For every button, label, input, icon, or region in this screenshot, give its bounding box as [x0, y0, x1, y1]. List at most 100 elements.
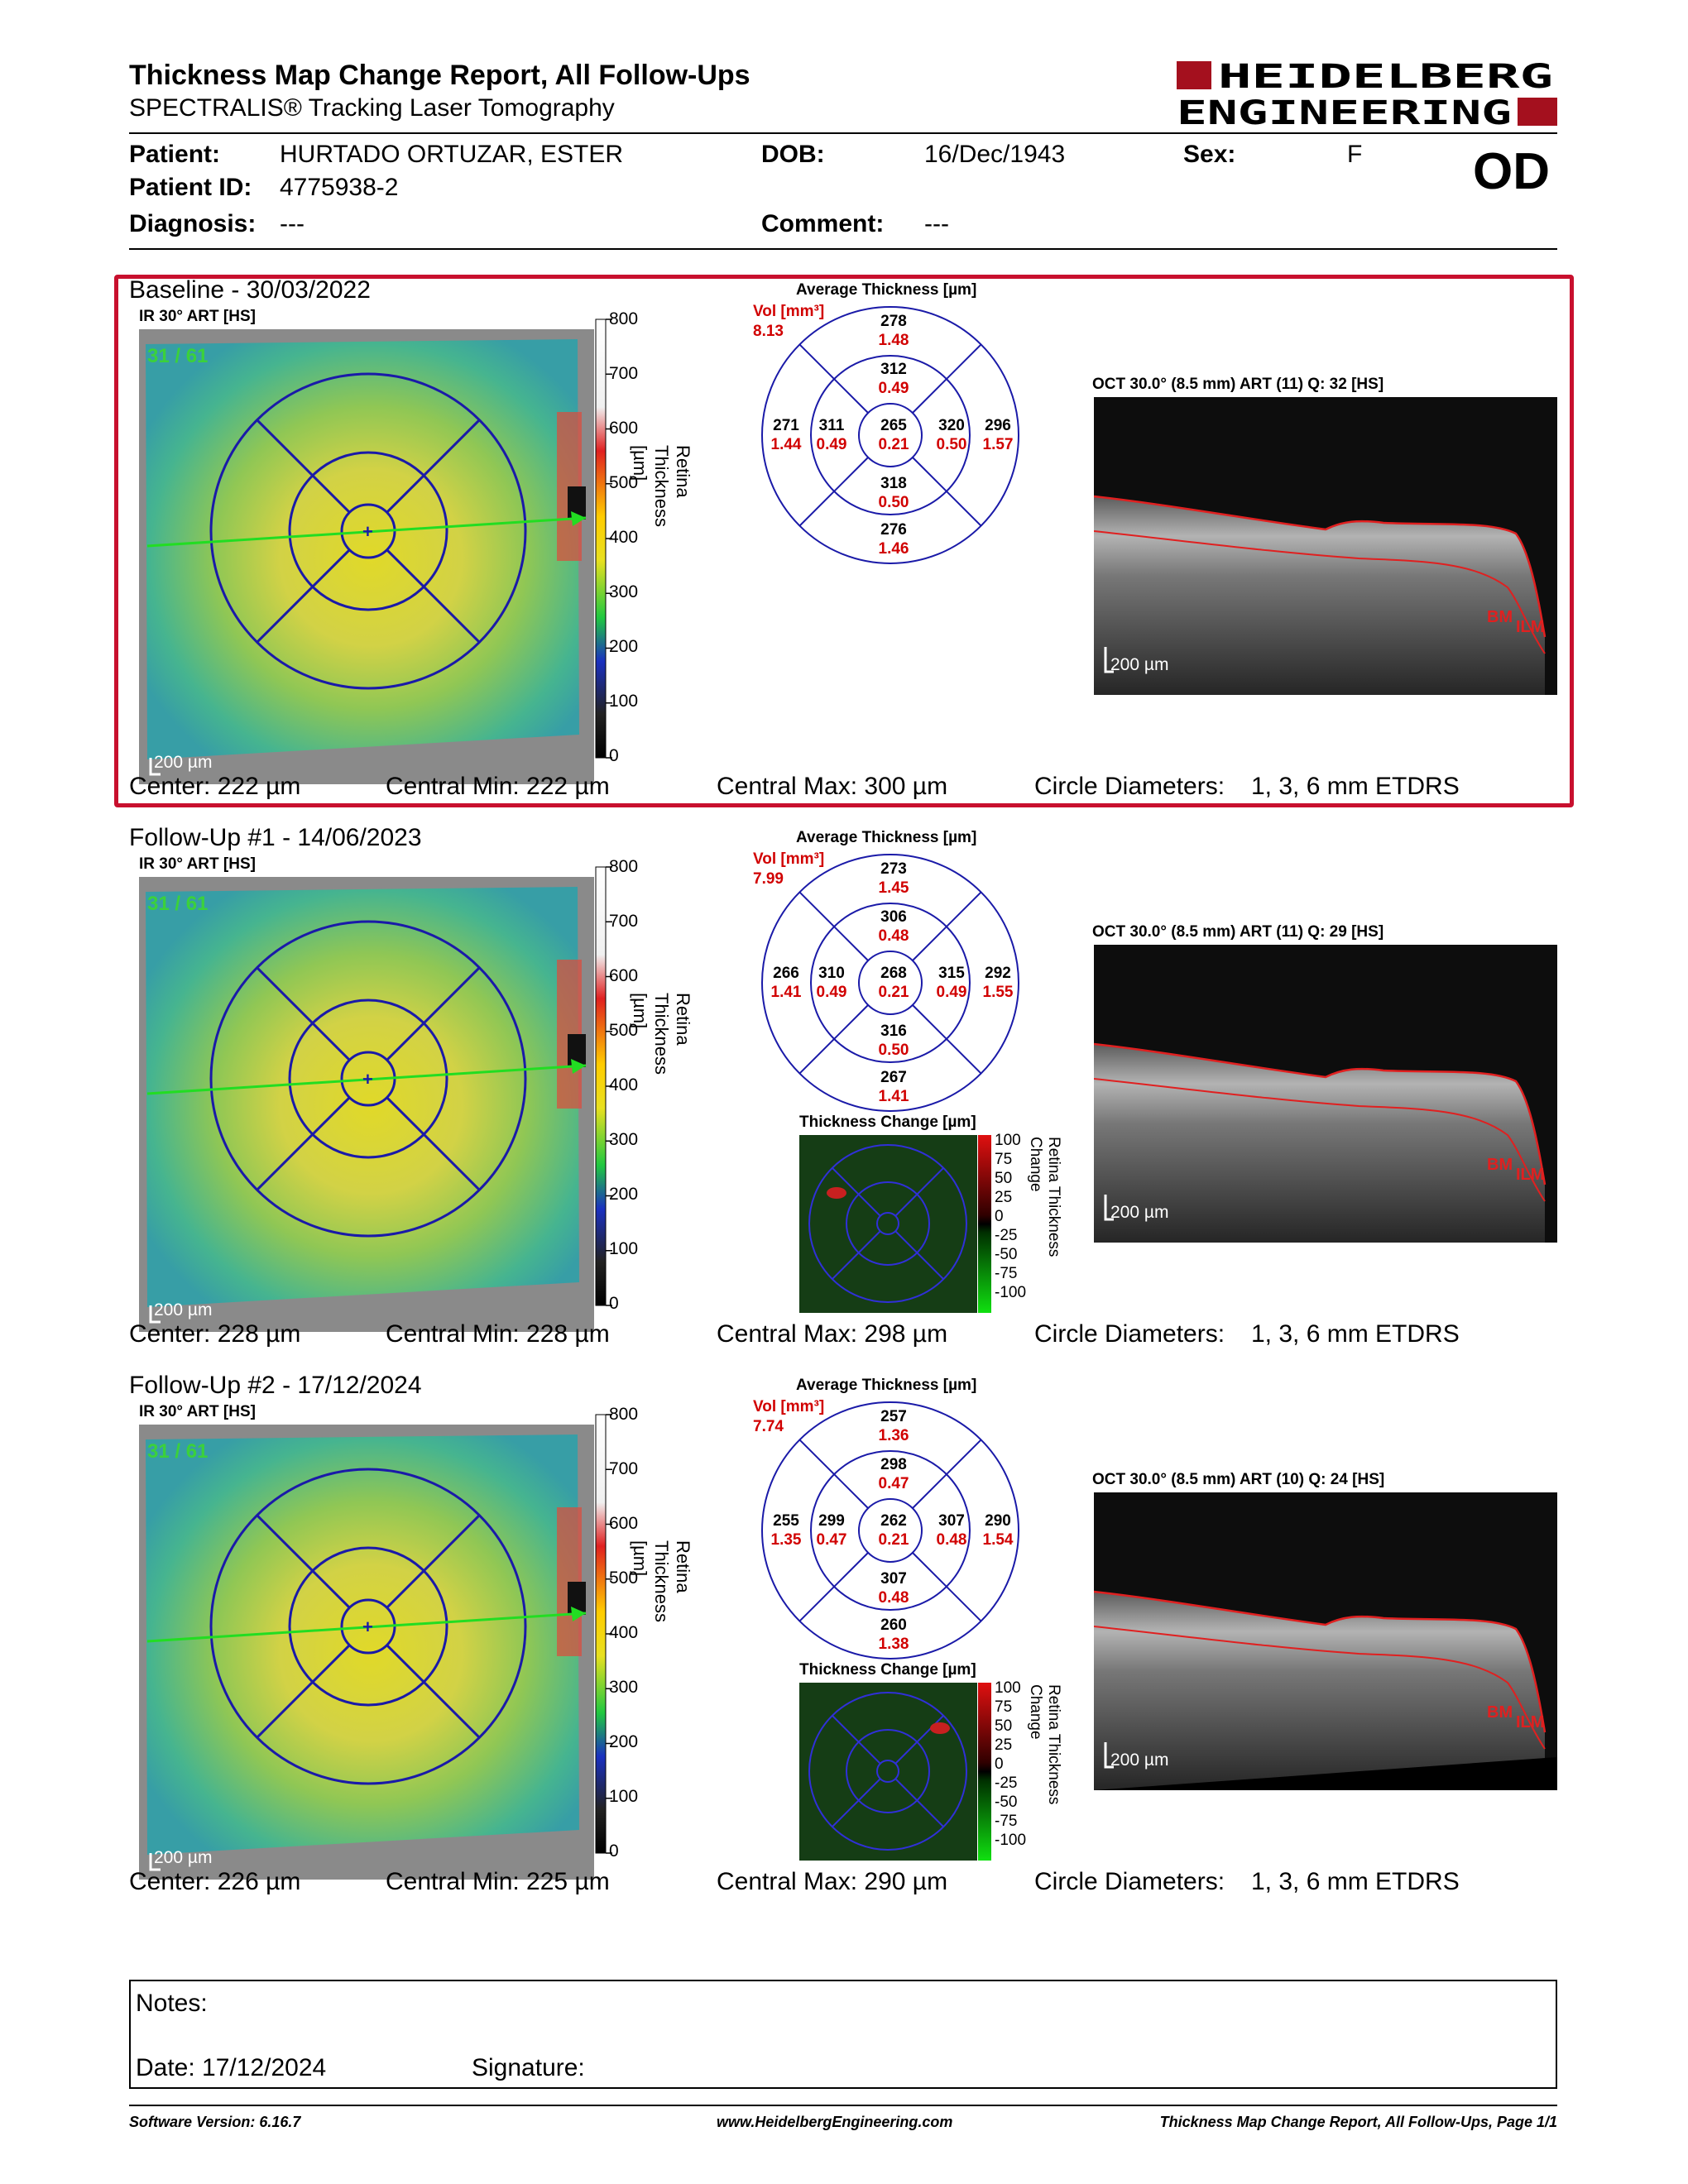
grid-outer-nas-thickness: 290 — [985, 1512, 1011, 1530]
scale-tick-label: 700 — [609, 1459, 639, 1478]
ilm-label: ILM — [1516, 1166, 1544, 1184]
grid-outer-inf-thickness: 260 — [880, 1616, 907, 1634]
change-tick-label: -100 — [995, 1832, 1027, 1849]
scale-tick-label: 400 — [609, 1623, 639, 1642]
grid-inner-sup-thickness: 298 — [880, 1456, 907, 1473]
notes-box[interactable]: Notes: Date: 17/12/2024 Signature: — [129, 1980, 1557, 2089]
report-subtitle: SPECTRALIS® Tracking Laser Tomography — [129, 94, 615, 122]
thickness-map[interactable]: 31 / 61 +200 µm — [139, 877, 594, 1332]
scale-tick-label: 300 — [609, 1678, 639, 1697]
grid-inner-nas-volume: 0.48 — [936, 1531, 967, 1549]
change-tick-label: 75 — [995, 1698, 1013, 1716]
circle-diameters-label: Circle Diameters: — [1034, 773, 1225, 800]
section-title: Baseline - 30/03/2022 — [129, 276, 371, 304]
etdrs-grid[interactable] — [758, 303, 1023, 568]
change-title: Thickness Change [µm] — [799, 1661, 976, 1679]
scan-line — [146, 1612, 587, 1643]
grid-outer-nas-volume: 1.57 — [982, 436, 1014, 453]
scale-axis-label: Retina Thickness [µm] — [630, 993, 693, 1075]
change-axis-label: Retina Thickness Change — [1027, 1137, 1062, 1257]
grid-inner-nas-thickness: 307 — [938, 1512, 965, 1530]
grid-center-thickness: 265 — [880, 417, 907, 434]
thickness-map[interactable]: 31 / 61 +200 µm — [139, 329, 594, 784]
change-tick-label: 50 — [995, 1170, 1013, 1187]
etdrs-ring — [288, 1546, 448, 1707]
dob-label: DOB: — [761, 141, 825, 168]
header-rule-top — [129, 132, 1557, 134]
etdrs-ring — [209, 920, 527, 1238]
scale-tick-label: 500 — [609, 473, 639, 492]
thickness-change-map[interactable] — [799, 1683, 977, 1861]
grid-outer-nas-volume: 1.54 — [982, 1531, 1014, 1549]
central-min: Central Min: 225 µm — [386, 1868, 610, 1895]
change-tick-label: -25 — [995, 1774, 1018, 1792]
scale-tick-label: 800 — [609, 1405, 639, 1424]
scale-tick-label: 700 — [609, 912, 639, 931]
section-title: Follow-Up #2 - 17/12/2024 — [129, 1372, 422, 1399]
vol-label: Vol [mm³] — [753, 850, 825, 868]
grid-inner-nas-thickness: 320 — [938, 417, 965, 434]
change-tick-label: 100 — [995, 1132, 1021, 1149]
grid-outer-tmp-thickness: 266 — [773, 965, 799, 982]
baseline-frame — [114, 275, 1574, 807]
grid-outer-inf-thickness: 267 — [880, 1069, 907, 1086]
etdrs-grid[interactable] — [758, 1398, 1023, 1663]
scale-tick-label: 800 — [609, 857, 639, 876]
grid-outer-nas-thickness: 292 — [985, 965, 1011, 982]
avg-thickness-title: Average Thickness [µm] — [796, 1377, 977, 1394]
scale-tick-label: 100 — [609, 1239, 639, 1258]
vol-label: Vol [mm³] — [753, 303, 825, 320]
change-tick-label: -50 — [995, 1794, 1018, 1811]
vol-value: 7.99 — [753, 870, 784, 888]
oct-label: OCT 30.0° (8.5 mm) ART (10) Q: 24 [HS] — [1092, 1471, 1385, 1488]
oct-scalebar: 200 µm — [1110, 1203, 1168, 1222]
oct-scalebar: 200 µm — [1110, 655, 1168, 674]
scale-axis-label: Retina Thickness [µm] — [630, 1540, 693, 1623]
bm-label: BM — [1487, 1156, 1513, 1174]
grid-outer-sup-volume: 1.45 — [878, 879, 909, 897]
diagnosis-label: Diagnosis: — [129, 210, 257, 237]
grid-inner-sup-volume: 0.48 — [878, 927, 909, 945]
frame-counter: 31 / 61 — [147, 345, 208, 367]
etdrs-grid[interactable] — [758, 850, 1023, 1115]
grid-inner-nas-volume: 0.50 — [936, 436, 967, 453]
notes-date: Date: 17/12/2024 — [136, 2054, 327, 2081]
center-thickness: Center: 228 µm — [129, 1320, 301, 1348]
scale-tick-label: 100 — [609, 692, 639, 711]
thickness-color-scale — [595, 1414, 612, 1854]
thickness-map[interactable]: 31 / 61 +200 µm — [139, 1425, 594, 1880]
grid-outer-sup-thickness: 273 — [880, 860, 907, 878]
change-tick-label: 25 — [995, 1736, 1013, 1754]
vol-value: 8.13 — [753, 323, 784, 340]
grid-center-volume: 0.21 — [878, 436, 909, 453]
scale-tick-label: 400 — [609, 528, 639, 547]
scan-line — [146, 1064, 587, 1095]
bm-label: BM — [1487, 1703, 1513, 1722]
footer-website[interactable]: www.HeidelbergEngineering.com — [717, 2114, 953, 2130]
thickness-change-map[interactable] — [799, 1135, 977, 1313]
grid-outer-nas-volume: 1.55 — [982, 984, 1014, 1001]
bm-label: BM — [1487, 608, 1513, 626]
grid-outer-sup-thickness: 257 — [880, 1408, 907, 1425]
grid-center-thickness: 262 — [880, 1512, 907, 1530]
grid-outer-sup-thickness: 278 — [880, 313, 907, 330]
footer-rule — [129, 2105, 1557, 2106]
scale-tick-label: 800 — [609, 309, 639, 328]
notes-label: Notes: — [136, 1990, 208, 2017]
ilm-label: ILM — [1516, 618, 1544, 636]
grid-inner-inf-thickness: 307 — [880, 1570, 907, 1588]
scale-tick-label: 200 — [609, 1732, 639, 1751]
change-tick-label: -75 — [995, 1813, 1018, 1830]
grid-inner-tmp-thickness: 299 — [818, 1512, 845, 1530]
avg-thickness-title: Average Thickness [µm] — [796, 281, 977, 299]
comment-label: Comment: — [761, 210, 885, 237]
circle-diameters-value: 1, 3, 6 mm ETDRS — [1251, 1320, 1460, 1348]
etdrs-ring — [288, 999, 448, 1159]
svg-text:+: + — [362, 1616, 373, 1637]
scale-tick-label: 200 — [609, 1185, 639, 1204]
thickness-color-scale — [595, 318, 612, 759]
grid-outer-tmp-thickness: 271 — [773, 417, 799, 434]
